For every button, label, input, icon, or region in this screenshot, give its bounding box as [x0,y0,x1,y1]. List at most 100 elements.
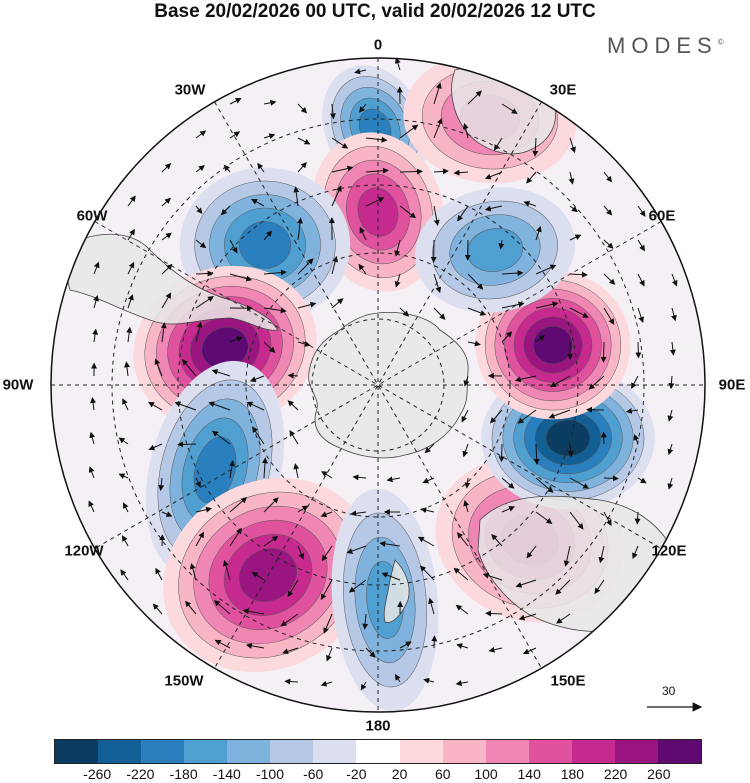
wind-arrow [603,239,614,249]
wind-arrow [433,117,443,139]
wind-arrow [177,441,197,448]
wind-arrow [127,195,136,207]
colorbar-swatch [55,740,99,763]
wind-arrow [297,301,317,309]
colorbar-tick-label: 100 [474,766,498,782]
wind-arrow [457,205,469,222]
wind-arrow [625,407,639,414]
wind-arrow [501,301,525,309]
wind-arrow [533,443,540,465]
wind-arrow [637,205,646,217]
colorbar-swatch [657,740,701,763]
wind-arrow [195,531,204,547]
wind-arrow [320,579,333,601]
wind-arrow [485,610,503,617]
wind-arrow [535,511,553,524]
colorbar-tick-label: 140 [517,766,541,782]
wind-arrow [399,641,412,649]
wind-arrow [118,437,129,445]
anomaly-center-negative [414,187,576,313]
colorbar-swatch [528,740,572,763]
wind-arrow [549,375,571,388]
wind-arrow [603,205,613,216]
brand-mark: © [717,37,724,47]
wind-arrow [399,124,419,139]
wind-arrow [461,409,469,423]
wind-arrow [222,559,231,581]
wind-arrow [501,103,518,114]
wind-vectors [88,58,678,691]
colorbar-tick-label: -140 [212,766,241,782]
wind-arrow [251,571,265,581]
wind-arrow [535,225,542,241]
wind-arrow [358,263,367,275]
wind-arrow [152,603,163,615]
colorbar-tick-label: -100 [255,766,285,782]
wind-arrow [261,457,268,479]
colorbar-tick-label: -220 [126,766,155,782]
wind-arrow [155,567,163,581]
colorbar-swatch [485,740,529,763]
colorbar-swatch [356,740,400,763]
wind-arrow [493,137,503,151]
wind-arrow [399,205,417,219]
wind-arrow [161,263,173,275]
wind-arrow [522,647,537,655]
colorbar-tick-label: -180 [169,766,198,782]
wind-arrow [394,58,401,71]
colorbar-swatch [98,740,142,763]
wind-arrow [88,500,95,513]
wind-arrow [185,600,197,615]
wind-arrow [424,443,435,454]
wind-arrow [433,168,449,175]
wind-arrow [126,326,133,343]
wind-arrow [667,409,674,422]
colorbar-tick-label: 20 [391,766,408,782]
wind-arrow [251,198,265,207]
wind-arrow [323,613,333,634]
colorbar-swatch [313,740,357,763]
wind-arrow [195,165,205,173]
wind-arrow [354,68,367,75]
wind-arrow [634,511,641,525]
wind-arrow [263,497,279,513]
wind-arrow [433,307,446,320]
wind-arrow [453,567,469,581]
wind-arrow [668,375,675,390]
wind-arrow [598,545,605,564]
wind-arrow [453,169,469,176]
wind-arrow [127,228,135,241]
wind-arrow [569,307,589,318]
wind-arrow [122,535,129,547]
wind-arrow [352,474,367,481]
colorbar-swatch [399,740,443,763]
wind-arrow [637,239,645,252]
wind-arrow [263,341,276,353]
wind-arrow [594,579,605,595]
wind-arrow [501,270,524,277]
wind-arrow [603,171,613,183]
wind-arrow [160,322,167,343]
wind-arrow [195,296,214,309]
colorbar [54,739,702,764]
wind-arrow [456,532,469,547]
wind-arrow [637,307,645,323]
wind-arrow [362,613,369,630]
wind-arrow [195,270,214,277]
wind-arrow [526,545,537,559]
wind-arrow [287,400,299,411]
colorbar-swatch [141,740,185,763]
wind-arrow [523,200,537,207]
wind-arrow [287,372,299,379]
colorbar-swatch [227,740,271,763]
wind-arrow [365,167,389,174]
wind-arrow [498,239,505,250]
wind-arrow [195,239,207,249]
wind-arrow [263,307,287,314]
wind-arrow [462,122,469,139]
wind-arrow [464,477,471,489]
wind-arrow [603,307,615,325]
wind-arrow [88,466,95,479]
colorbar-swatch [442,740,486,763]
